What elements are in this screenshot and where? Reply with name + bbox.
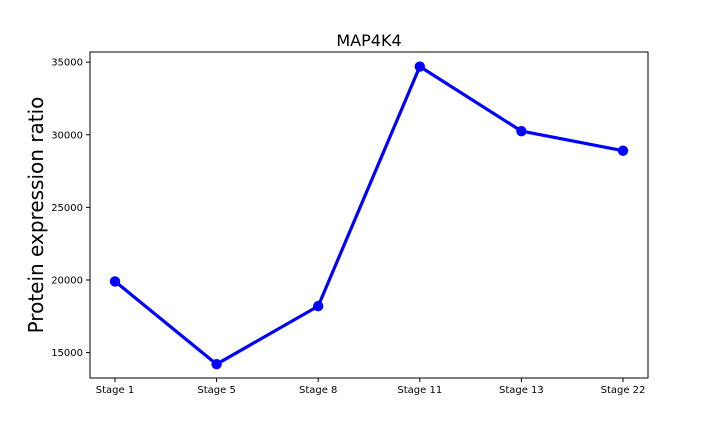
x-tick-label: Stage 11 <box>397 385 442 396</box>
y-axis-label: Protein expression ratio <box>24 97 48 334</box>
y-tick-label: 20000 <box>51 275 83 286</box>
series-layer <box>109 61 629 370</box>
data-point <box>211 359 222 370</box>
data-point <box>617 145 629 156</box>
data-point <box>414 61 425 72</box>
y-tick-label: 30000 <box>51 130 83 141</box>
x-tick-label: Stage 13 <box>499 385 544 396</box>
data-point <box>313 300 324 312</box>
y-tick-label: 25000 <box>51 203 83 214</box>
x-axis-ticks: Stage 1 Stage 5 Stage 8 Stage 11 Stage 13 Sta… <box>96 378 646 396</box>
data-point <box>516 125 527 137</box>
y-axis-ticks: 15000 20000 25000 30000 35000 <box>51 58 90 359</box>
data-point <box>109 276 121 287</box>
x-tick-label: Stage 1 <box>96 385 134 396</box>
plot-frame <box>89 51 649 379</box>
y-tick-label: 35000 <box>51 58 83 69</box>
series-line <box>113 64 625 366</box>
chart-title: MAP4K4 <box>336 31 401 50</box>
x-tick-label: Stage 8 <box>299 385 337 396</box>
x-tick-label: Stage 22 <box>601 385 646 396</box>
y-tick-label: 15000 <box>51 348 83 359</box>
x-tick-label: Stage 5 <box>197 385 235 396</box>
